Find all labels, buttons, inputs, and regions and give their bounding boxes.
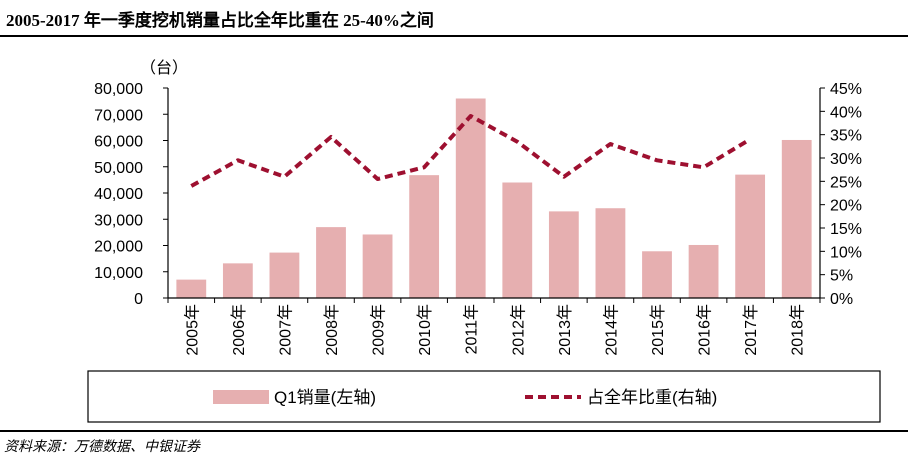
bar-2018年	[781, 139, 812, 298]
right-tick-label: 10%	[830, 244, 862, 261]
right-tick-label: 45%	[830, 81, 862, 98]
left-axis-unit-label: （台）	[140, 59, 188, 77]
chart-title: 2005-2017 年一季度挖机销量占比全年比重在 25-40%之间	[6, 11, 434, 30]
left-tick-label: 70,000	[94, 107, 143, 124]
right-tick-label: 20%	[830, 198, 862, 215]
x-tick-label: 2017年	[742, 304, 760, 356]
left-tick-label: 10,000	[94, 265, 143, 282]
x-tick-label: 2015年	[649, 304, 667, 356]
x-tick-label: 2018年	[789, 304, 807, 356]
line-series-share	[190, 114, 752, 188]
x-tick-label: 2016年	[696, 304, 714, 356]
left-tick-label: 20,000	[94, 239, 143, 256]
x-tick-label: 2006年	[230, 304, 248, 356]
bar-2009年	[362, 234, 393, 298]
left-tick-label: 30,000	[94, 212, 143, 229]
x-tick-label: 2013年	[556, 304, 574, 356]
bar-2017年	[735, 174, 766, 298]
x-tick-label: 2012年	[509, 304, 527, 356]
x-tick-label: 2009年	[370, 304, 388, 356]
bar-2006年	[222, 263, 253, 298]
bar-2016年	[688, 244, 719, 298]
bar-2011年	[455, 98, 486, 298]
left-tick-label: 50,000	[94, 160, 143, 177]
bar-2007年	[269, 252, 300, 298]
legend-line-label: 占全年比重(右轴)	[587, 388, 717, 407]
right-tick-label: 35%	[830, 128, 862, 145]
bar-2010年	[409, 175, 440, 298]
legend-bar-swatch	[213, 390, 269, 404]
left-tick-label: 0	[134, 291, 143, 308]
chart: 0 10,000 20,000 30,000 40,000 50,000 60,000 70,…	[87, 59, 881, 423]
left-tick-label: 60,000	[94, 134, 143, 151]
right-tick-label: 40%	[830, 104, 862, 121]
x-tick-label: 2007年	[276, 304, 294, 356]
right-tick-label: 5%	[830, 268, 853, 285]
x-tick-label: 2008年	[323, 304, 341, 356]
bar-2012年	[502, 182, 533, 298]
right-tick-label: 25%	[830, 174, 862, 191]
bar-2013年	[548, 211, 579, 298]
right-tick-label: 0%	[830, 291, 853, 308]
legend-bar-label: Q1销量(左轴)	[274, 388, 376, 407]
left-tick-label: 40,000	[94, 186, 143, 203]
bar-2014年	[595, 208, 626, 298]
x-tick-label: 2005年	[183, 304, 201, 356]
bottom-rule	[0, 430, 908, 432]
bar-2015年	[642, 251, 672, 298]
right-tick-label: 15%	[830, 221, 862, 238]
x-tick-label: 2014年	[602, 304, 620, 356]
x-tick-label: 2010年	[416, 304, 434, 356]
right-tick-label: 30%	[830, 151, 862, 168]
x-tick-label: 2011年	[463, 304, 481, 354]
bar-2005年	[176, 279, 207, 298]
left-tick-label: 80,000	[94, 81, 143, 98]
source-note: 资料来源：万德数据、中银证券	[4, 440, 200, 455]
legend-box	[87, 370, 881, 423]
bar-2008年	[316, 227, 346, 298]
top-rule	[0, 35, 908, 37]
